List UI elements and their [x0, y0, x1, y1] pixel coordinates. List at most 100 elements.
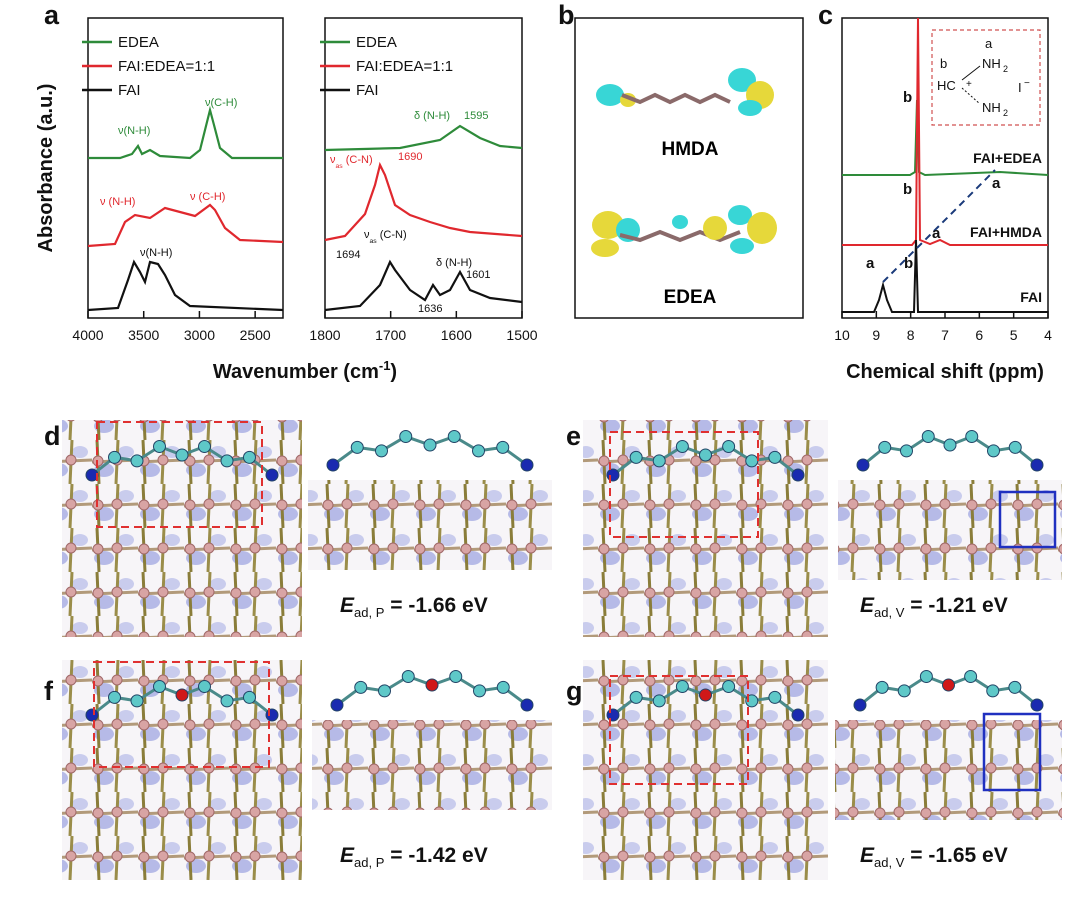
highlight-box: [609, 675, 749, 785]
annotation: δ (N-H): [414, 110, 450, 122]
atom: [699, 688, 712, 702]
atom: [153, 440, 166, 454]
annotation: Ead, P = -1.66 eV: [340, 594, 488, 620]
x-tick-label: 4: [1044, 327, 1052, 343]
structure-image: [312, 720, 552, 810]
atom: [853, 698, 867, 712]
peak-label: a: [866, 255, 875, 272]
atom: [130, 454, 144, 468]
spectrum: [87, 259, 284, 312]
annotation: νas (C-N): [364, 229, 407, 245]
x-tick-label: 2500: [240, 327, 271, 343]
atom: [652, 694, 666, 708]
atom: [265, 708, 279, 722]
annotation: 1595: [464, 110, 488, 122]
atom: [108, 690, 121, 704]
panel-letter: d: [44, 421, 61, 451]
atom: [243, 690, 256, 704]
guide-line: [882, 169, 996, 283]
annotation: δ (N-H): [436, 257, 472, 269]
inset-frame: [931, 29, 1041, 126]
panel-frame: [574, 17, 804, 319]
atom: [921, 430, 935, 444]
x-tick-label: 1600: [441, 327, 472, 343]
symbol: E: [860, 844, 875, 867]
atom: [964, 670, 978, 684]
spectrum: [324, 259, 523, 312]
formula-text: HC: [937, 78, 956, 93]
symbol: ν: [364, 229, 370, 241]
atom: [722, 440, 736, 454]
atom: [897, 684, 911, 698]
atom: [473, 684, 486, 698]
x-tick-label: 5: [1010, 327, 1018, 343]
atom: [942, 678, 955, 692]
atom: [791, 468, 805, 482]
atom: [326, 458, 340, 472]
annotation: Ead, P = -1.42 eV: [340, 844, 488, 870]
atom: [496, 680, 510, 694]
formula-text: 2: [1003, 108, 1008, 118]
panel-letter: a: [44, 0, 60, 30]
peak-label: b: [904, 255, 913, 272]
atom: [350, 440, 364, 454]
symbol: E: [340, 594, 355, 617]
spectrum: [324, 124, 523, 152]
atom: [496, 440, 510, 454]
text: (C-N): [377, 229, 407, 241]
subscript: as: [336, 163, 344, 170]
panel-letter: e: [566, 421, 581, 451]
legend-label: FAI: [118, 82, 141, 99]
atom: [1030, 458, 1044, 472]
annotation: 1690: [398, 151, 422, 163]
atom: [965, 430, 979, 444]
y-axis-label: Absorbance (a.u.): [35, 84, 57, 253]
atom: [919, 670, 933, 684]
atom: [629, 450, 643, 464]
legend-label: FAI: [356, 82, 379, 99]
x-tick-label: 10: [834, 327, 850, 343]
x-tick-label: 9: [872, 327, 880, 343]
atom: [1030, 698, 1044, 712]
text: (C-N): [343, 154, 373, 166]
atom: [1008, 680, 1022, 694]
atom: [265, 468, 279, 482]
atom: [943, 438, 957, 452]
atom: [220, 454, 234, 468]
annotation: 1601: [466, 269, 490, 281]
x-axis-label-end: ): [390, 361, 397, 383]
structure-image: [308, 480, 552, 570]
atom: [900, 444, 913, 458]
symbol: ν: [330, 154, 336, 166]
atom: [447, 430, 461, 444]
panel-letter: f: [44, 676, 54, 706]
trace-label: FAI: [1020, 289, 1042, 305]
formula-text: −: [1024, 78, 1030, 89]
text: = -1.66 eV: [384, 594, 487, 617]
formula-text: b: [940, 56, 947, 71]
spectrum: [88, 105, 283, 160]
atom: [986, 684, 1000, 698]
panel-letter: c: [818, 0, 833, 30]
symbol: E: [340, 844, 355, 867]
formula-text: I: [1018, 80, 1022, 95]
annotation: ν(C-H): [205, 97, 237, 109]
panel-letter: b: [558, 0, 575, 30]
atom: [423, 438, 437, 452]
peak-label: b: [903, 89, 912, 106]
bond: [961, 65, 981, 81]
x-axis-label: Wavenumber (cm-1): [213, 358, 397, 383]
molecule-label: EDEA: [664, 287, 717, 308]
annotation: Ead, V = -1.65 eV: [860, 844, 1008, 870]
atom: [875, 680, 889, 694]
highlight-box: [998, 490, 1057, 549]
atom: [175, 688, 189, 702]
highlight-box: [609, 431, 759, 538]
spectrum: [87, 203, 284, 248]
structure-images: d Ead, P = -1.66 eV e Ead, V = -1.21 eV f Ead…: [44, 420, 1062, 880]
bond: [961, 87, 981, 105]
text: = -1.65 eV: [904, 844, 1007, 867]
peak-label: b: [903, 181, 912, 198]
atom: [375, 444, 388, 458]
atom: [520, 458, 534, 472]
